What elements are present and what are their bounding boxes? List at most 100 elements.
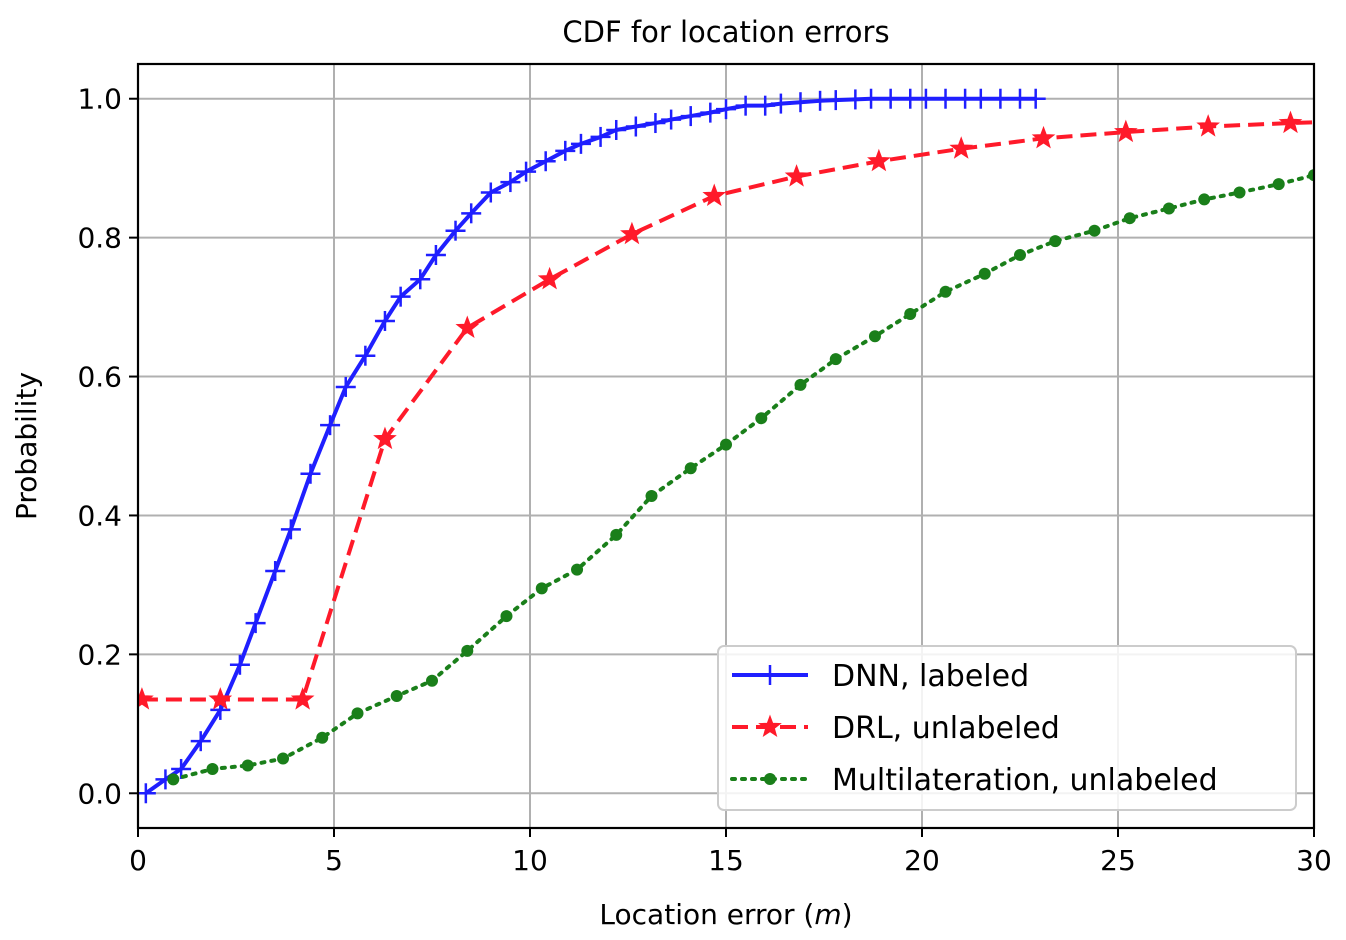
data-point (684, 462, 697, 475)
data-point (410, 269, 431, 290)
legend-entry: Multilateration, unlabeled (730, 763, 1218, 798)
data-point (555, 140, 576, 161)
legend: DNN, labeled DRL, unlabeled Multilateratio… (717, 645, 1297, 811)
data-point (537, 266, 562, 290)
data-point (661, 109, 682, 130)
data-point (535, 582, 548, 595)
data-point (516, 161, 537, 182)
data-point (535, 151, 556, 172)
series-line (141, 120, 1314, 702)
y-tick-label: 0.8 (77, 222, 122, 255)
x-axis-label: Location error (m) (599, 898, 852, 931)
legend-label: DNN, labeled (832, 659, 1029, 694)
data-point (570, 133, 591, 154)
legend-entry: DNN, labeled (732, 659, 1029, 694)
data-point (790, 92, 811, 113)
series-1 (138, 88, 1046, 804)
data-point (867, 148, 891, 172)
data-point (241, 759, 254, 772)
data-point (935, 88, 956, 109)
data-point (904, 308, 917, 321)
x-tick-label: 0 (129, 844, 147, 877)
data-point (590, 126, 611, 147)
data-point (390, 286, 411, 307)
x-tick-label: 30 (1296, 844, 1332, 877)
data-point (880, 88, 901, 109)
data-point (374, 310, 395, 331)
data-point (335, 376, 356, 397)
y-tick-label: 0.2 (77, 638, 122, 671)
plot-area (138, 88, 1314, 804)
series-line (171, 173, 1314, 782)
data-point (138, 783, 156, 804)
data-point (978, 267, 991, 280)
data-point (1278, 110, 1303, 134)
data-point (606, 119, 627, 140)
data-point (700, 102, 721, 123)
legend-marker (760, 665, 780, 685)
series-layer (138, 88, 1314, 804)
data-point (645, 113, 666, 134)
data-point (1272, 178, 1285, 191)
data-point (620, 221, 644, 245)
legend-marker (758, 714, 782, 738)
data-point (355, 345, 376, 366)
legend-label: Multilateration, unlabeled (832, 763, 1218, 798)
data-point (461, 203, 482, 224)
data-point (445, 220, 466, 241)
data-point (794, 378, 807, 391)
data-point (500, 610, 513, 623)
y-axis-label: Probability (10, 372, 43, 520)
series-2 (138, 110, 1314, 710)
chart-title: CDF for location errors (562, 15, 889, 49)
data-point (868, 330, 881, 343)
y-tick-label: 1.0 (77, 83, 122, 116)
data-point (425, 245, 446, 265)
x-tick-label: 25 (1100, 844, 1136, 877)
data-point (426, 674, 438, 687)
data-point (1196, 114, 1220, 137)
data-point (245, 613, 266, 634)
y-tick-label: 0.4 (77, 499, 122, 532)
data-point (735, 95, 756, 116)
data-point (680, 106, 701, 127)
data-point (949, 136, 974, 159)
data-point (1014, 249, 1026, 261)
data-point (861, 88, 882, 109)
data-point (1025, 88, 1046, 109)
legend-box (717, 645, 1297, 811)
data-point (645, 490, 658, 503)
data-point (138, 687, 154, 710)
data-point (320, 415, 341, 436)
data-point (770, 93, 791, 114)
data-point (480, 182, 501, 203)
legend-entry: DRL, unlabeled (732, 711, 1060, 746)
x-tick-label: 20 (904, 844, 940, 877)
data-point (939, 285, 952, 298)
data-point (373, 426, 397, 450)
data-point (571, 563, 584, 576)
data-point (1198, 193, 1211, 206)
data-point (610, 528, 623, 541)
legend-label: DRL, unlabeled (832, 711, 1060, 746)
data-point (316, 731, 329, 744)
data-point (755, 412, 768, 425)
grid-lines (137, 64, 1315, 828)
data-point (1031, 125, 1056, 149)
y-tick-label: 0.6 (77, 361, 122, 394)
data-point (265, 561, 286, 582)
data-point (390, 690, 403, 703)
data-point (277, 752, 290, 765)
data-point (716, 99, 736, 120)
axis-ticks: 0 5 10 15 20 25 30 0.0 0.2 0.4 0.6 0.8 1.0 (77, 83, 1331, 877)
data-point (1233, 186, 1246, 199)
data-point (1114, 119, 1138, 143)
data-point (229, 654, 250, 675)
data-point (970, 88, 991, 109)
data-point (167, 773, 180, 786)
data-point (190, 731, 211, 752)
x-tick-label: 5 (325, 844, 343, 877)
data-point (280, 519, 301, 540)
legend-marker (764, 773, 776, 785)
